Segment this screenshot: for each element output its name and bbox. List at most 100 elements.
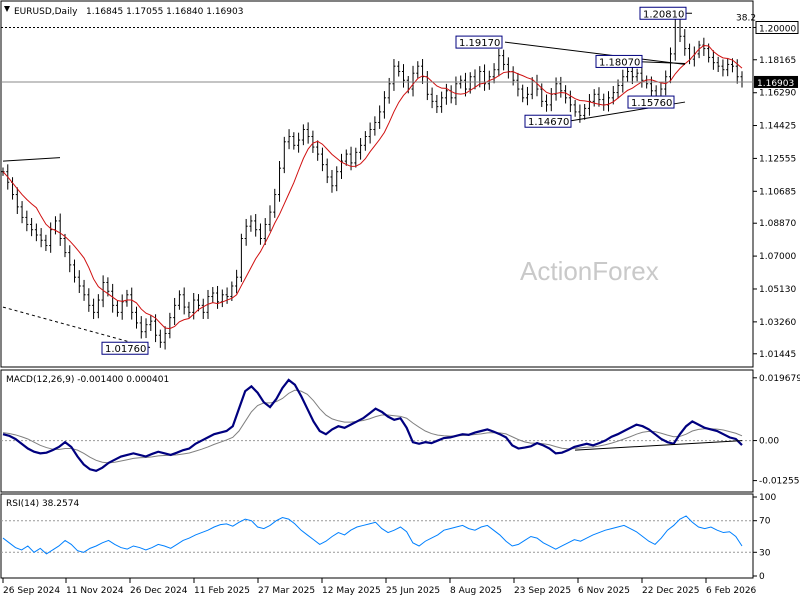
price-bar bbox=[368, 122, 372, 144]
price-bar bbox=[363, 131, 367, 151]
price-bar bbox=[125, 289, 129, 307]
price-layer: 38.2 1.20810 1.19170 1.18070 1.15760 1.14670 1… bbox=[1, 6, 756, 355]
price-annotation: 1.14670 bbox=[524, 114, 572, 128]
price-bar bbox=[373, 116, 377, 136]
trendline-upper-wedge bbox=[504, 41, 686, 65]
price-bar bbox=[134, 306, 138, 329]
price-annotation: 1.01760 bbox=[101, 341, 149, 355]
price-bar bbox=[568, 90, 572, 113]
rsi-panel-frame bbox=[0, 493, 754, 579]
price-bar bbox=[49, 222, 53, 253]
price-bar bbox=[73, 259, 77, 283]
price-tick-label: 1.07000 bbox=[759, 252, 796, 262]
price-bar bbox=[292, 132, 296, 150]
price-bar bbox=[635, 68, 639, 82]
price-annotation: 1.19170 bbox=[455, 35, 503, 49]
price-bar bbox=[325, 158, 329, 184]
time-tick-label: 6 Feb 2026 bbox=[706, 586, 757, 596]
price-bar bbox=[111, 283, 115, 313]
price-bar bbox=[77, 270, 81, 293]
svg-text:1.14670: 1.14670 bbox=[528, 117, 569, 128]
price-bar bbox=[516, 72, 520, 97]
price-bar bbox=[287, 129, 291, 150]
price-bar bbox=[721, 59, 725, 77]
price-bar bbox=[115, 300, 119, 317]
price-bar bbox=[702, 37, 706, 56]
time-tick-label: 23 Sep 2025 bbox=[514, 586, 571, 596]
level-tag: 1.20000 bbox=[755, 20, 799, 34]
price-tick-label: 1.16290 bbox=[759, 89, 796, 99]
price-bar bbox=[196, 294, 200, 312]
price-bar bbox=[173, 297, 177, 326]
price-bar bbox=[20, 201, 24, 224]
price-bar bbox=[278, 160, 282, 202]
price-bar bbox=[58, 213, 62, 246]
rsi-tick-label: 100 bbox=[759, 493, 776, 503]
macd-axis: 0.019679 0.00 -0.012552 bbox=[753, 374, 800, 487]
price-bar bbox=[30, 218, 34, 237]
time-tick-label: 25 Jun 2025 bbox=[386, 586, 440, 596]
macd-trendline bbox=[574, 440, 743, 451]
price-bar bbox=[182, 287, 186, 315]
time-tick-label: 8 Aug 2025 bbox=[450, 586, 502, 596]
macd-tick-label: -0.012552 bbox=[759, 477, 800, 487]
price-bar bbox=[335, 166, 339, 192]
price-bar bbox=[316, 140, 320, 161]
rsi-tick-label: 30 bbox=[759, 548, 771, 558]
price-bar bbox=[463, 72, 467, 97]
price-bar bbox=[187, 301, 191, 318]
price-bar bbox=[626, 66, 630, 83]
time-tick-label: 11 Nov 2024 bbox=[66, 586, 124, 596]
svg-text:1.15760: 1.15760 bbox=[631, 98, 672, 109]
price-bar bbox=[92, 298, 96, 320]
price-bar bbox=[502, 49, 506, 71]
price-bar bbox=[554, 77, 558, 101]
header-arrow-icon bbox=[4, 6, 10, 12]
price-bar bbox=[411, 65, 415, 97]
price-bar bbox=[401, 64, 405, 88]
price-bar bbox=[392, 59, 396, 91]
rsi-tick-label: 70 bbox=[759, 517, 771, 527]
svg-text:1.01760: 1.01760 bbox=[105, 344, 146, 355]
price-bar bbox=[177, 290, 181, 310]
price-bar bbox=[211, 287, 215, 303]
price-bar bbox=[101, 275, 105, 308]
price-bar bbox=[163, 326, 167, 350]
price-tick-label: 1.08870 bbox=[759, 219, 796, 229]
price-bar bbox=[378, 105, 382, 129]
price-bar bbox=[154, 314, 158, 343]
rsi-line bbox=[2, 515, 743, 555]
price-bar bbox=[82, 279, 86, 301]
price-bar bbox=[68, 245, 72, 273]
time-tick-label: 12 May 2025 bbox=[322, 586, 381, 596]
time-tick-label: 6 Nov 2025 bbox=[578, 586, 630, 596]
price-bar bbox=[711, 50, 715, 70]
price-bar bbox=[235, 269, 239, 294]
price-tick-label: 1.10685 bbox=[759, 187, 796, 197]
macd-tick-label: 0.019679 bbox=[759, 374, 800, 384]
price-annotation: 1.20810 bbox=[639, 6, 687, 20]
price-bar bbox=[444, 83, 448, 105]
price-bar bbox=[15, 187, 19, 215]
price-tick-label: 1.18165 bbox=[759, 56, 796, 66]
price-bar bbox=[354, 147, 358, 168]
price-bar bbox=[87, 288, 91, 312]
svg-text:1.16903: 1.16903 bbox=[757, 79, 794, 89]
rsi-layer bbox=[1, 515, 753, 555]
price-bar bbox=[492, 63, 496, 84]
price-tick-label: 1.14425 bbox=[759, 122, 796, 132]
price-bar bbox=[254, 214, 258, 237]
price-bar bbox=[273, 188, 277, 218]
price-bar bbox=[263, 218, 267, 245]
price-bar bbox=[39, 228, 43, 248]
price-bar bbox=[158, 329, 162, 348]
price-bar bbox=[430, 87, 434, 109]
time-tick-label: 11 Feb 2025 bbox=[194, 586, 250, 596]
price-bar bbox=[573, 100, 577, 117]
price-bar bbox=[244, 218, 248, 246]
price-bar bbox=[216, 285, 220, 309]
fib-label: 38.2 bbox=[736, 13, 756, 23]
price-bar bbox=[497, 48, 501, 77]
price-bar bbox=[716, 56, 720, 73]
price-bar bbox=[726, 57, 730, 77]
